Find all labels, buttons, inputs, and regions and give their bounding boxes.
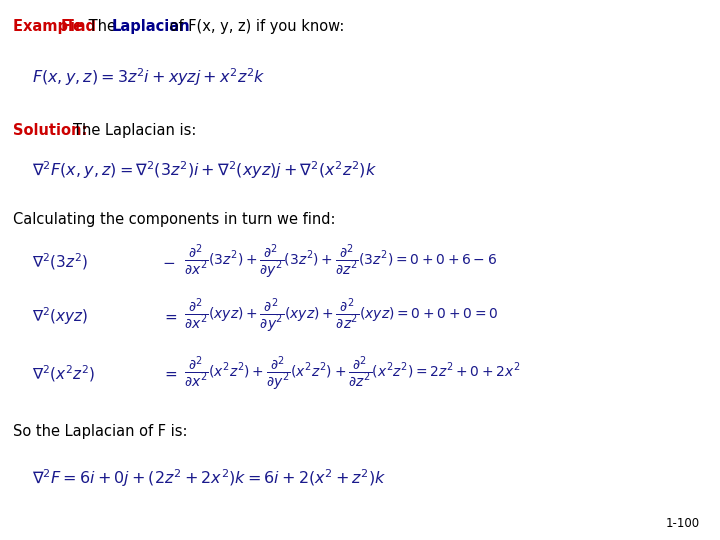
Text: $=$: $=$: [162, 366, 178, 381]
Text: $\nabla^2(3z^2)$: $\nabla^2(3z^2)$: [32, 252, 89, 272]
Text: $\nabla^2(xyz)$: $\nabla^2(xyz)$: [32, 305, 89, 327]
Text: $F(x,y,z) = 3z^2i + xyzj + x^2z^2k$: $F(x,y,z) = 3z^2i + xyzj + x^2z^2k$: [32, 66, 266, 87]
Text: $-$: $-$: [162, 254, 175, 269]
Text: $=$: $=$: [162, 308, 178, 323]
Text: Find: Find: [60, 19, 96, 34]
Text: 1-100: 1-100: [666, 517, 700, 530]
Text: of F(x, y, z) if you know:: of F(x, y, z) if you know:: [165, 19, 344, 34]
Text: $\dfrac{\partial^2}{\partial x^2}(x^2z^2)+\dfrac{\partial^2}{\partial y^2}(x^2z^: $\dfrac{\partial^2}{\partial x^2}(x^2z^2…: [184, 354, 521, 393]
Text: $\dfrac{\partial^2}{\partial x^2}(xyz)+\dfrac{\partial^2}{\partial y^2}(xyz)+\df: $\dfrac{\partial^2}{\partial x^2}(xyz)+\…: [184, 296, 498, 335]
Text: Solution:: Solution:: [13, 123, 87, 138]
Text: $\nabla^2F = 6i+0j+(2z^2+2x^2)k = 6i+2(x^2+z^2)k$: $\nabla^2F = 6i+0j+(2z^2+2x^2)k = 6i+2(x…: [32, 467, 387, 489]
Text: Example: Example: [13, 19, 88, 34]
Text: $\dfrac{\partial^2}{\partial x^2}(3z^2)+\dfrac{\partial^2}{\partial y^2}(3z^2)+\: $\dfrac{\partial^2}{\partial x^2}(3z^2)+…: [184, 242, 497, 281]
Text: $\nabla^2F(x,y,z) = \nabla^2(3z^2)i + \nabla^2(xyz)j + \nabla^2(x^2z^2)k$: $\nabla^2F(x,y,z) = \nabla^2(3z^2)i + \n…: [32, 159, 377, 181]
Text: The Laplacian is:: The Laplacian is:: [73, 123, 196, 138]
Text: The: The: [84, 19, 120, 34]
Text: So the Laplacian of F is:: So the Laplacian of F is:: [13, 424, 187, 439]
Text: Calculating the components in turn we find:: Calculating the components in turn we fi…: [13, 212, 336, 227]
Text: Laplacian: Laplacian: [112, 19, 190, 34]
Text: $\nabla^2(x^2z^2)$: $\nabla^2(x^2z^2)$: [32, 363, 96, 384]
